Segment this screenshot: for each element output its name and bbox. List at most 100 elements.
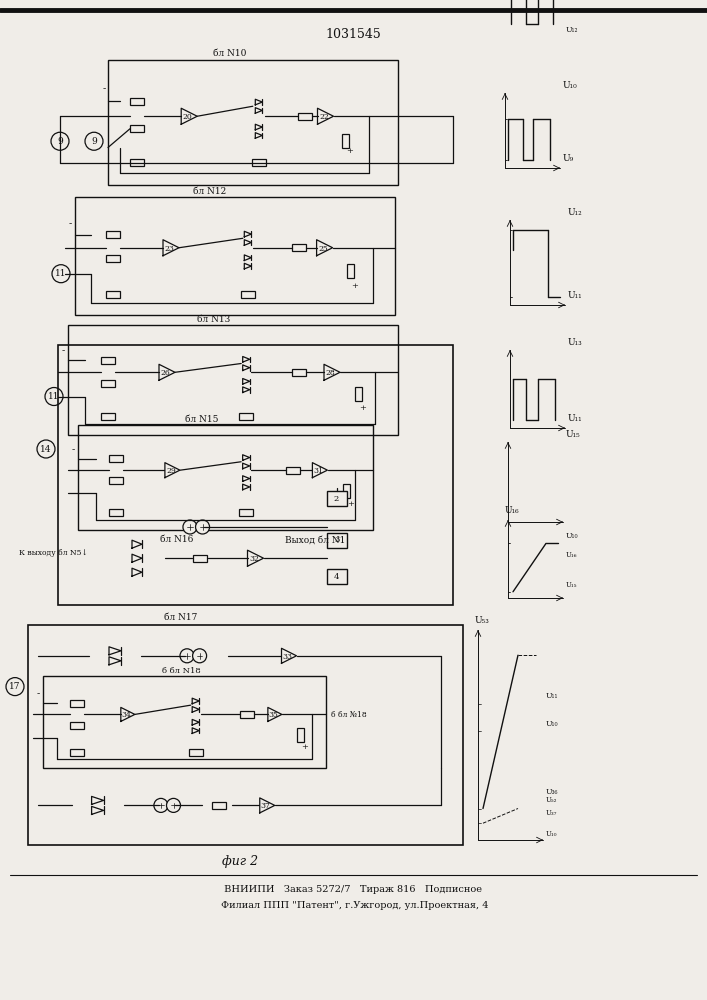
- Bar: [28, 625, 463, 845]
- Text: 22: 22: [319, 113, 329, 121]
- Bar: [189, 749, 203, 756]
- Text: U₃₇: U₃₇: [546, 809, 557, 817]
- Text: 1031545: 1031545: [325, 28, 381, 41]
- Bar: [68, 325, 398, 435]
- Text: К выходу бл N5↓: К выходу бл N5↓: [18, 549, 88, 557]
- Bar: [346, 264, 354, 278]
- Text: U₁₃: U₁₃: [568, 338, 583, 347]
- Bar: [110, 455, 123, 462]
- Bar: [286, 467, 300, 474]
- Text: фиг 2: фиг 2: [222, 856, 258, 868]
- Text: +: +: [301, 743, 308, 751]
- Text: ВНИИПИ   Заказ 5272/7   Тираж 816   Подписное: ВНИИПИ Заказ 5272/7 Тираж 816 Подписное: [221, 886, 485, 894]
- Text: U₅₂: U₅₂: [546, 796, 557, 804]
- Circle shape: [167, 798, 180, 812]
- Bar: [292, 369, 306, 376]
- Text: U₁₆: U₁₆: [505, 506, 520, 515]
- Bar: [108, 60, 398, 185]
- Bar: [70, 722, 84, 729]
- Text: бл N12: бл N12: [193, 186, 226, 196]
- Bar: [106, 255, 120, 262]
- Text: 2: 2: [334, 495, 339, 503]
- Text: -: -: [103, 84, 105, 93]
- Bar: [241, 291, 255, 298]
- Bar: [342, 134, 349, 148]
- Circle shape: [180, 649, 194, 663]
- Bar: [130, 98, 144, 105]
- Text: 33: 33: [283, 653, 293, 661]
- Text: U₁₁: U₁₁: [568, 291, 583, 300]
- Bar: [343, 484, 350, 498]
- Text: 20: 20: [182, 113, 192, 121]
- Text: бл N17: бл N17: [163, 613, 197, 622]
- Text: -: -: [36, 690, 40, 699]
- Bar: [58, 345, 453, 605]
- Text: 26: 26: [160, 369, 170, 377]
- Text: 23: 23: [165, 245, 175, 253]
- Bar: [106, 291, 120, 298]
- Bar: [75, 197, 395, 315]
- Bar: [240, 711, 254, 718]
- Text: 11: 11: [48, 392, 60, 401]
- Text: U₁₅: U₁₅: [566, 581, 578, 589]
- Circle shape: [196, 520, 209, 534]
- Text: +: +: [351, 282, 358, 290]
- Text: 28: 28: [325, 369, 335, 377]
- Bar: [355, 387, 362, 401]
- Text: U₁₀: U₁₀: [546, 830, 558, 838]
- Text: Филиал ППП "Патент", г.Ужгород, ул.Проектная, 4: Филиал ППП "Патент", г.Ужгород, ул.Проек…: [218, 900, 489, 910]
- Text: -: -: [69, 220, 71, 229]
- Circle shape: [183, 520, 197, 534]
- Bar: [130, 125, 144, 132]
- Bar: [327, 491, 346, 506]
- Text: Выход бл N1: Выход бл N1: [284, 536, 345, 544]
- Text: 14: 14: [40, 444, 52, 454]
- Text: U₁₁: U₁₁: [568, 414, 583, 423]
- Text: бл N16: бл N16: [160, 536, 193, 544]
- Bar: [130, 159, 144, 166]
- Bar: [298, 113, 312, 120]
- Text: 9: 9: [57, 137, 63, 146]
- Text: 35: 35: [269, 711, 279, 719]
- Text: U₉: U₉: [563, 154, 574, 163]
- Text: 32: 32: [249, 555, 259, 563]
- Text: U₅₃: U₅₃: [475, 616, 490, 625]
- Bar: [212, 802, 226, 809]
- Bar: [43, 676, 326, 768]
- Text: б бл №18: б бл №18: [331, 710, 366, 718]
- Circle shape: [154, 798, 168, 812]
- Text: -: -: [62, 346, 64, 355]
- Bar: [100, 357, 115, 364]
- Bar: [110, 509, 123, 516]
- Bar: [252, 159, 266, 166]
- Text: U₁₁: U₁₁: [546, 692, 559, 700]
- Bar: [100, 380, 115, 387]
- Circle shape: [192, 649, 206, 663]
- Bar: [327, 569, 346, 584]
- Text: U₁₂: U₁₂: [566, 26, 578, 34]
- Text: 34: 34: [122, 711, 132, 719]
- Text: U₃₆: U₃₆: [546, 788, 559, 796]
- Text: U₁₆: U₁₆: [566, 551, 578, 559]
- Text: U₁₀: U₁₀: [563, 81, 578, 90]
- Bar: [70, 700, 84, 707]
- Bar: [239, 413, 253, 420]
- Text: бл N13: бл N13: [197, 314, 230, 324]
- Text: бл N15: бл N15: [185, 414, 218, 424]
- Text: U₁₅: U₁₅: [566, 430, 580, 439]
- Bar: [327, 533, 346, 548]
- Bar: [78, 425, 373, 530]
- Text: 9: 9: [91, 137, 97, 146]
- Text: б бл N18: б бл N18: [162, 667, 201, 675]
- Text: 11: 11: [55, 269, 66, 278]
- Text: U₁₀: U₁₀: [546, 720, 559, 728]
- Text: 31: 31: [313, 467, 323, 475]
- Text: +: +: [347, 500, 354, 508]
- Bar: [70, 749, 84, 756]
- Text: 17: 17: [9, 682, 21, 691]
- Text: -: -: [71, 445, 75, 454]
- Text: +: +: [359, 403, 366, 412]
- Text: 4: 4: [334, 573, 339, 581]
- Bar: [100, 413, 115, 420]
- Bar: [292, 244, 306, 251]
